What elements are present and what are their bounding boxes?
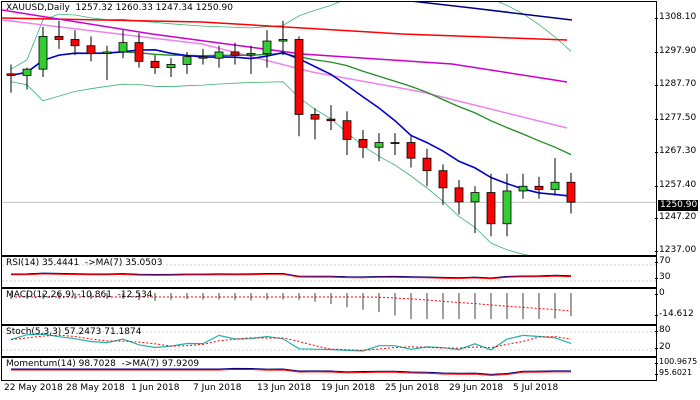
price-chart-pane[interactable]: XAUUSD,Daily 1257.32 1260.33 1247.34 125… bbox=[1, 1, 657, 256]
ma-violet-line bbox=[2, 19, 568, 129]
symbol-info-label: XAUUSD,Daily 1257.32 1260.33 1247.34 125… bbox=[6, 3, 233, 13]
rsi-title: RSI(14) 35.4441 ->MA(7) 35.0503 bbox=[6, 258, 163, 268]
bear-candle bbox=[406, 142, 416, 159]
bull-candle bbox=[278, 39, 288, 42]
bull-candle bbox=[550, 181, 560, 190]
ma-blue-line bbox=[10, 48, 572, 197]
bear-candle bbox=[86, 45, 96, 54]
macd-tick: -14.612 bbox=[655, 309, 694, 319]
macd-pane[interactable]: MACD(12,26,9) -10.861 -12.534 bbox=[1, 288, 657, 325]
bear-candle bbox=[230, 51, 240, 56]
price-axis[interactable]: 1308.10 1297.90 1287.70 1277.50 1267.30 … bbox=[654, 0, 700, 380]
lower-band-line bbox=[10, 81, 530, 255]
bull-candle bbox=[374, 142, 384, 148]
date-label: 19 Jun 2018 bbox=[321, 383, 376, 393]
stoch-signal-line bbox=[10, 334, 572, 351]
bull-candle bbox=[166, 64, 176, 68]
bear-candle bbox=[150, 60, 160, 68]
momentum-tick: 95.6021 bbox=[654, 368, 693, 377]
macd-tick: 0 bbox=[655, 288, 665, 298]
date-label: 28 May 2018 bbox=[66, 383, 125, 393]
bear-candle bbox=[6, 73, 16, 76]
rsi-canvas bbox=[2, 264, 656, 282]
momentum-title: Momentum(14) 98.7028 ->MA(7) 97.9209 bbox=[6, 359, 200, 369]
bear-candle bbox=[134, 42, 144, 62]
rsi-tick: 30 bbox=[654, 272, 671, 282]
bear-candle bbox=[326, 118, 336, 122]
bull-candle bbox=[22, 68, 32, 76]
momentum-tick: 100.9675 bbox=[654, 357, 698, 366]
rsi-tick: 70 bbox=[654, 256, 671, 266]
momentum-canvas bbox=[11, 367, 571, 376]
bear-candle bbox=[358, 139, 368, 148]
rsi-pane[interactable]: RSI(14) 35.4441 ->MA(7) 35.0503 bbox=[1, 256, 657, 288]
bear-candle bbox=[438, 170, 448, 189]
date-label: 1 Jun 2018 bbox=[131, 383, 180, 393]
bull-candle bbox=[246, 53, 256, 56]
rsi-ma-line bbox=[10, 273, 572, 280]
bull-candle bbox=[214, 51, 224, 59]
macd-title: MACD(12,26,9) -10.861 -12.534 bbox=[6, 290, 153, 300]
date-label: 25 Jun 2018 bbox=[385, 383, 440, 393]
date-axis[interactable]: 22 May 2018 28 May 2018 1 Jun 2018 7 Jun… bbox=[1, 381, 655, 400]
price-tick: 1297.90 bbox=[654, 46, 697, 56]
bear-candle bbox=[486, 192, 496, 225]
stochastic-title: Stoch(5,3,3) 57.2473 71.1874 bbox=[6, 327, 142, 337]
price-tick: 1308.10 bbox=[654, 12, 697, 22]
date-label: 22 May 2018 bbox=[4, 383, 63, 393]
momentum-pane[interactable]: Momentum(14) 98.7028 ->MA(7) 97.9209 bbox=[1, 357, 657, 381]
rsi-line bbox=[10, 272, 572, 279]
bear-candle bbox=[54, 35, 64, 40]
momentum-line bbox=[11, 367, 571, 375]
date-label: 7 Jun 2018 bbox=[193, 383, 242, 393]
price-tick: 1237.00 bbox=[654, 245, 697, 255]
bear-candle bbox=[294, 39, 304, 115]
date-label: 5 Jul 2018 bbox=[513, 383, 559, 393]
price-chart-canvas[interactable] bbox=[2, 2, 656, 255]
stoch-tick: 20 bbox=[654, 342, 671, 352]
bull-candle bbox=[470, 192, 480, 203]
bull-candle bbox=[102, 51, 112, 54]
current-price-label: 1250.90 bbox=[658, 200, 698, 211]
bear-candle bbox=[198, 56, 208, 59]
bull-candle bbox=[38, 35, 48, 70]
bear-candle bbox=[534, 185, 544, 190]
ma-red-line bbox=[2, 17, 568, 41]
price-tick: 1247.20 bbox=[654, 212, 697, 222]
ma-slow-line bbox=[412, 2, 573, 21]
macd-canvas bbox=[10, 293, 572, 319]
price-tick: 1277.50 bbox=[654, 113, 697, 123]
bull-candle bbox=[390, 142, 400, 144]
bear-candle bbox=[422, 157, 432, 172]
bear-candle bbox=[70, 39, 80, 47]
bear-candle bbox=[310, 114, 320, 120]
stochastic-pane[interactable]: Stoch(5,3,3) 57.2473 71.1874 bbox=[1, 325, 657, 357]
price-tick: 1257.40 bbox=[654, 180, 697, 190]
price-tick: 1287.70 bbox=[654, 79, 697, 89]
bear-candle bbox=[342, 120, 352, 140]
momentum-ma-line bbox=[11, 368, 571, 376]
bull-candle bbox=[262, 40, 272, 54]
stoch-main-line bbox=[10, 333, 572, 352]
bull-candle bbox=[118, 42, 128, 53]
macd-signal-line bbox=[11, 296, 572, 312]
date-label: 13 Jun 2018 bbox=[257, 383, 312, 393]
bull-candle bbox=[502, 190, 512, 225]
bull-candle bbox=[182, 56, 192, 65]
stoch-tick: 80 bbox=[654, 325, 671, 335]
bear-candle bbox=[566, 181, 576, 203]
date-label: 29 Jun 2018 bbox=[449, 383, 504, 393]
bear-candle bbox=[454, 187, 464, 203]
price-tick: 1267.30 bbox=[654, 146, 697, 156]
bull-candle bbox=[518, 185, 528, 192]
stochastic-canvas bbox=[2, 331, 656, 352]
